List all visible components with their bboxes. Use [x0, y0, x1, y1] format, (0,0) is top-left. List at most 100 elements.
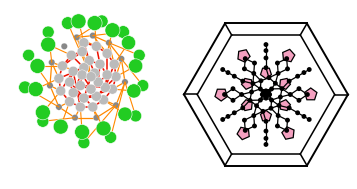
Circle shape	[96, 121, 111, 136]
Circle shape	[266, 90, 270, 93]
Circle shape	[264, 137, 268, 140]
Circle shape	[137, 80, 149, 92]
Circle shape	[105, 23, 120, 38]
Circle shape	[264, 143, 268, 146]
Circle shape	[68, 66, 78, 76]
Circle shape	[57, 61, 67, 71]
Circle shape	[243, 57, 247, 60]
Circle shape	[90, 32, 96, 39]
Circle shape	[91, 91, 101, 101]
Circle shape	[75, 125, 90, 139]
Circle shape	[270, 98, 273, 102]
Circle shape	[268, 93, 271, 96]
Circle shape	[56, 86, 66, 96]
Circle shape	[241, 79, 245, 83]
Circle shape	[122, 79, 128, 85]
Polygon shape	[238, 50, 250, 62]
Circle shape	[307, 68, 311, 71]
Circle shape	[296, 74, 299, 78]
Circle shape	[75, 102, 85, 112]
Circle shape	[221, 68, 225, 71]
Circle shape	[231, 87, 235, 90]
Circle shape	[297, 87, 301, 90]
Circle shape	[261, 110, 265, 113]
Circle shape	[233, 74, 236, 78]
Circle shape	[240, 93, 243, 96]
Circle shape	[264, 49, 268, 52]
Circle shape	[65, 97, 75, 107]
Circle shape	[72, 115, 78, 121]
Circle shape	[49, 59, 55, 66]
Circle shape	[276, 72, 280, 75]
Circle shape	[279, 95, 282, 99]
Circle shape	[276, 61, 279, 65]
Circle shape	[253, 61, 256, 65]
Circle shape	[93, 77, 103, 87]
Circle shape	[99, 95, 109, 105]
Circle shape	[53, 119, 68, 134]
Circle shape	[79, 38, 89, 48]
Polygon shape	[242, 100, 252, 111]
Circle shape	[56, 104, 62, 110]
Circle shape	[248, 99, 252, 102]
Circle shape	[252, 72, 256, 75]
Circle shape	[262, 90, 266, 93]
Circle shape	[91, 41, 101, 51]
Circle shape	[133, 49, 145, 61]
Circle shape	[68, 88, 78, 98]
Circle shape	[113, 102, 119, 108]
Circle shape	[241, 106, 245, 110]
Polygon shape	[215, 89, 227, 101]
Circle shape	[66, 50, 76, 60]
Circle shape	[87, 16, 102, 31]
Circle shape	[288, 93, 292, 96]
Circle shape	[109, 59, 119, 69]
Circle shape	[243, 129, 247, 132]
Circle shape	[243, 119, 246, 122]
Circle shape	[250, 90, 253, 94]
Circle shape	[252, 114, 256, 117]
Circle shape	[79, 63, 89, 73]
Circle shape	[117, 26, 130, 38]
Circle shape	[296, 111, 299, 115]
Circle shape	[226, 71, 230, 74]
Circle shape	[130, 110, 142, 122]
Circle shape	[276, 124, 279, 128]
Circle shape	[286, 119, 289, 122]
Circle shape	[74, 34, 80, 41]
Circle shape	[37, 115, 49, 127]
Polygon shape	[237, 127, 249, 140]
Circle shape	[75, 81, 85, 91]
Circle shape	[264, 120, 268, 123]
Circle shape	[251, 82, 255, 85]
Circle shape	[264, 66, 268, 69]
Circle shape	[86, 72, 96, 82]
Circle shape	[221, 118, 225, 121]
Circle shape	[102, 48, 112, 58]
Circle shape	[121, 36, 136, 50]
Circle shape	[118, 107, 132, 121]
Circle shape	[285, 129, 288, 132]
Circle shape	[307, 118, 311, 121]
Circle shape	[106, 40, 112, 46]
Circle shape	[129, 59, 143, 73]
Circle shape	[127, 84, 141, 98]
Circle shape	[86, 84, 96, 94]
Circle shape	[54, 74, 64, 83]
Circle shape	[35, 105, 50, 120]
Circle shape	[259, 87, 262, 91]
Circle shape	[259, 98, 262, 102]
Circle shape	[264, 96, 268, 100]
Circle shape	[264, 93, 268, 96]
Circle shape	[111, 72, 121, 82]
Circle shape	[223, 93, 226, 96]
Circle shape	[243, 67, 246, 70]
Circle shape	[231, 99, 235, 102]
Polygon shape	[242, 78, 252, 89]
Circle shape	[22, 49, 35, 61]
Polygon shape	[261, 110, 271, 121]
Circle shape	[78, 137, 90, 149]
Circle shape	[105, 131, 117, 143]
Circle shape	[90, 68, 100, 78]
Polygon shape	[283, 49, 295, 62]
